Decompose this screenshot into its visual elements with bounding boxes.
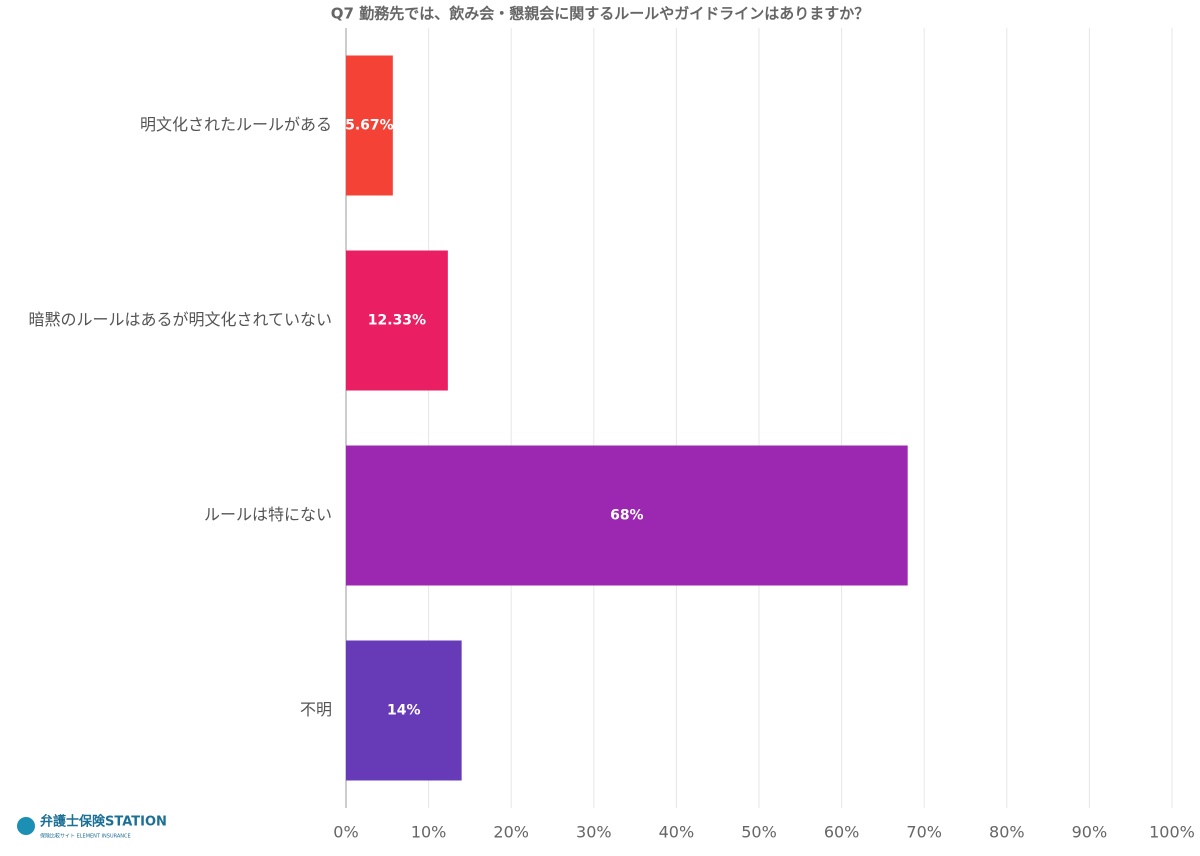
value-label: 14% (387, 703, 421, 719)
y-tick-label: 明文化されたルールがある (140, 115, 332, 134)
x-tick-label: 90% (1072, 823, 1108, 842)
logo: 弁護士保険STATION 保険比較サイト ELEMENT INSURANCE (17, 814, 167, 840)
value-label: 5.67% (345, 118, 394, 134)
x-tick-label: 10% (411, 823, 447, 842)
x-tick-label: 100% (1149, 823, 1195, 842)
bar (346, 640, 462, 781)
x-tick-label: 80% (989, 823, 1025, 842)
x-tick-label: 30% (576, 823, 612, 842)
chart-title: Q7 勤務先では、飲み会・懇親会に関するルールやガイドラインはありますか？ (331, 5, 869, 23)
bar (346, 445, 908, 586)
y-tick-label: ルールは特にない (204, 505, 332, 524)
value-label: 68% (610, 508, 644, 524)
logo-icon (17, 817, 35, 835)
x-tick-label: 60% (824, 823, 860, 842)
logo-name: 弁護士保険STATION (40, 814, 167, 830)
y-tick-label: 暗黙のルールはあるが明文化されていない (28, 310, 332, 329)
bar (346, 55, 393, 196)
y-tick-label: 不明 (300, 700, 332, 719)
x-tick-label: 40% (659, 823, 695, 842)
bar (346, 250, 448, 391)
x-tick-label: 20% (493, 823, 529, 842)
value-label: 12.33% (368, 313, 426, 329)
x-tick-label: 0% (333, 823, 358, 842)
x-tick-label: 70% (906, 823, 942, 842)
logo-subtitle: 保険比較サイト ELEMENT INSURANCE (40, 833, 131, 840)
x-tick-label: 50% (741, 823, 777, 842)
